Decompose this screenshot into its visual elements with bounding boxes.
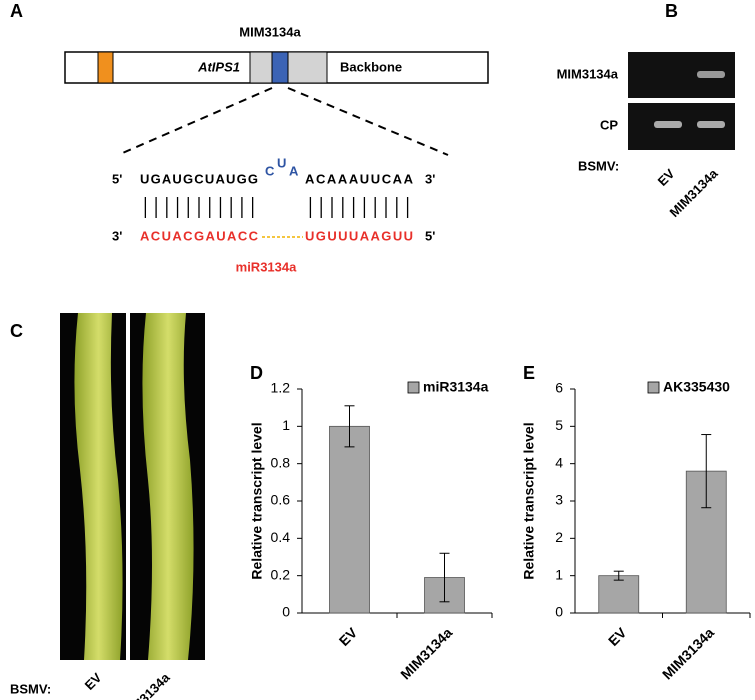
y-tick-label: 0	[282, 604, 290, 620]
backbone-label: Backbone	[340, 59, 402, 74]
y-tick-label: 1.2	[271, 380, 291, 396]
panel-label: A	[10, 1, 23, 21]
error-bar	[439, 552, 450, 603]
y-tick-label: 1	[282, 417, 290, 433]
y-tick-label: 2	[555, 529, 563, 545]
y-tick-label: 0	[555, 604, 563, 620]
mim-region	[271, 51, 289, 84]
error-bar	[344, 405, 355, 448]
x-tick-label: EV	[605, 624, 630, 649]
seq: UGAUGCUAUGG	[140, 171, 258, 186]
zoom-line	[117, 87, 273, 156]
mirna-label: miR3134a	[236, 259, 297, 274]
lane-label: EV	[82, 670, 105, 693]
y-tick-label: 5	[555, 417, 563, 433]
legend-label: AK335430	[663, 379, 730, 395]
y-tick-label: 0.6	[271, 492, 291, 508]
y-tick-label: 0.4	[271, 529, 291, 545]
bulge: A	[289, 163, 299, 178]
zoom-line	[287, 87, 449, 156]
leaf	[74, 313, 123, 660]
orange-region	[97, 51, 114, 84]
x-tick-label: EV	[336, 624, 361, 649]
y-axis-label: Relative transcript level	[249, 422, 265, 579]
lane-label: MIM3134a	[119, 669, 174, 700]
lane-label: EV	[655, 166, 678, 189]
y-tick-label: 1	[555, 566, 563, 582]
bulge: U	[277, 155, 286, 170]
error-bar	[613, 570, 624, 581]
panel-label: D	[250, 363, 263, 383]
y-tick-label: 3	[555, 492, 563, 508]
row-label: MIM3134a	[557, 66, 619, 81]
base-pairs	[144, 197, 409, 218]
gene-label: AtIPS1	[197, 59, 240, 74]
seq-end: 3'	[425, 171, 435, 186]
panel-label: E	[523, 363, 535, 383]
seq: ACAAAUUCAA	[305, 171, 414, 186]
seq: UGUUUAAGUU	[305, 228, 413, 243]
legend-swatch	[407, 381, 420, 394]
lane-title: BSMV:	[578, 158, 619, 173]
row-label: CP	[600, 117, 618, 132]
lane-label: MIM3134a	[667, 165, 722, 220]
legend-label: miR3134a	[423, 379, 489, 395]
x-tick-label: MIM3134a	[397, 624, 455, 682]
panel-label: B	[665, 1, 678, 21]
band	[697, 71, 725, 78]
y-tick-label: 6	[555, 380, 563, 396]
seq: ACUACGAUACC	[140, 228, 259, 243]
error-bar	[701, 434, 712, 509]
seq-end: 3'	[112, 228, 122, 243]
band	[654, 121, 682, 128]
legend-swatch	[647, 381, 660, 394]
y-tick-label: 0.8	[271, 454, 291, 470]
y-tick-label: 0.2	[271, 566, 291, 582]
panel-label: C	[10, 321, 23, 341]
band	[697, 121, 725, 128]
construct-title: MIM3134a	[239, 24, 301, 39]
lane-title: BSMV:	[10, 681, 51, 696]
leaf	[142, 313, 194, 660]
x-tick-label: MIM3134a	[659, 624, 717, 682]
bar	[329, 425, 370, 614]
y-axis-label: Relative transcript level	[521, 422, 537, 579]
seq-end: 5'	[425, 228, 435, 243]
seq-end: 5'	[112, 171, 122, 186]
bar	[598, 575, 640, 614]
bulge: C	[265, 163, 275, 178]
y-tick-label: 4	[555, 454, 563, 470]
